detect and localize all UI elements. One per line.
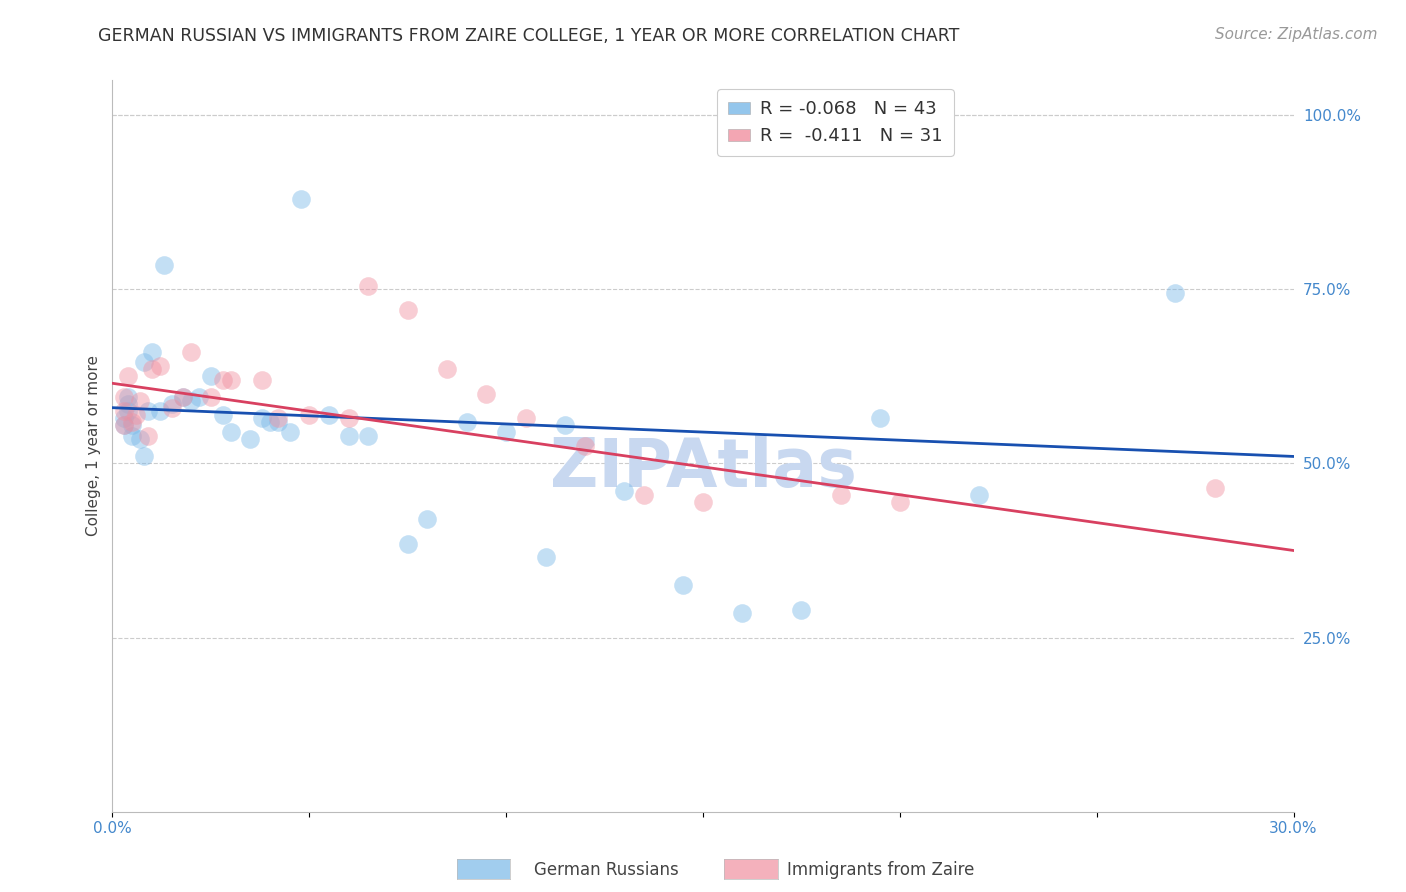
Point bbox=[117, 369, 139, 384]
Point bbox=[172, 390, 194, 404]
Point bbox=[1204, 481, 1226, 495]
Point bbox=[250, 411, 273, 425]
Point bbox=[152, 258, 174, 272]
Point bbox=[396, 303, 419, 318]
Point bbox=[456, 415, 478, 429]
Point bbox=[180, 345, 202, 359]
Point bbox=[149, 359, 172, 373]
Point bbox=[219, 373, 242, 387]
Point bbox=[117, 397, 139, 411]
Point bbox=[357, 278, 380, 293]
Point bbox=[633, 488, 655, 502]
Point bbox=[132, 355, 155, 369]
Point bbox=[554, 418, 576, 433]
Point bbox=[121, 428, 143, 442]
Point bbox=[239, 432, 262, 446]
Point bbox=[129, 393, 152, 408]
Text: GERMAN RUSSIAN VS IMMIGRANTS FROM ZAIRE COLLEGE, 1 YEAR OR MORE CORRELATION CHAR: GERMAN RUSSIAN VS IMMIGRANTS FROM ZAIRE … bbox=[98, 27, 960, 45]
Point bbox=[534, 550, 557, 565]
Point bbox=[160, 401, 183, 415]
Point bbox=[869, 411, 891, 425]
Point bbox=[1164, 285, 1187, 300]
Point bbox=[830, 488, 852, 502]
Point bbox=[731, 606, 754, 620]
Point bbox=[298, 408, 321, 422]
Point bbox=[112, 390, 135, 404]
Point bbox=[129, 432, 152, 446]
Text: German Russians: German Russians bbox=[534, 861, 679, 879]
Point bbox=[121, 418, 143, 433]
Legend: R = -0.068   N = 43, R =  -0.411   N = 31: R = -0.068 N = 43, R = -0.411 N = 31 bbox=[717, 89, 953, 156]
Y-axis label: College, 1 year or more: College, 1 year or more bbox=[86, 356, 101, 536]
Point bbox=[136, 404, 159, 418]
Text: ZIPAtlas: ZIPAtlas bbox=[550, 435, 856, 501]
Text: Immigrants from Zaire: Immigrants from Zaire bbox=[787, 861, 974, 879]
Point bbox=[337, 428, 360, 442]
Point bbox=[112, 404, 135, 418]
Point bbox=[692, 494, 714, 508]
Point bbox=[436, 362, 458, 376]
Point bbox=[790, 603, 813, 617]
Point bbox=[121, 415, 143, 429]
Point bbox=[967, 488, 990, 502]
Point bbox=[475, 386, 498, 401]
Point bbox=[889, 494, 911, 508]
Point bbox=[200, 369, 222, 384]
Point bbox=[267, 415, 290, 429]
Point bbox=[337, 411, 360, 425]
Point bbox=[219, 425, 242, 439]
Point bbox=[141, 345, 163, 359]
Text: Source: ZipAtlas.com: Source: ZipAtlas.com bbox=[1215, 27, 1378, 42]
Point bbox=[188, 390, 211, 404]
Point bbox=[318, 408, 340, 422]
Point bbox=[416, 512, 439, 526]
Point bbox=[132, 450, 155, 464]
Point bbox=[141, 362, 163, 376]
Point bbox=[112, 411, 135, 425]
Point bbox=[136, 428, 159, 442]
Point bbox=[267, 411, 290, 425]
Point bbox=[613, 484, 636, 499]
Point bbox=[357, 428, 380, 442]
Point bbox=[211, 373, 233, 387]
Point bbox=[172, 390, 194, 404]
Point bbox=[672, 578, 695, 592]
Point bbox=[396, 536, 419, 550]
Point bbox=[211, 408, 233, 422]
Point bbox=[250, 373, 273, 387]
Point bbox=[117, 404, 139, 418]
Point bbox=[117, 390, 139, 404]
Point bbox=[125, 408, 148, 422]
Point bbox=[160, 397, 183, 411]
Point bbox=[112, 418, 135, 433]
Point bbox=[574, 439, 596, 453]
Point bbox=[112, 418, 135, 433]
Point bbox=[290, 192, 312, 206]
Point bbox=[149, 404, 172, 418]
Point bbox=[200, 390, 222, 404]
Point bbox=[495, 425, 517, 439]
Point bbox=[278, 425, 301, 439]
Point bbox=[515, 411, 537, 425]
Point bbox=[180, 393, 202, 408]
Point bbox=[259, 415, 281, 429]
